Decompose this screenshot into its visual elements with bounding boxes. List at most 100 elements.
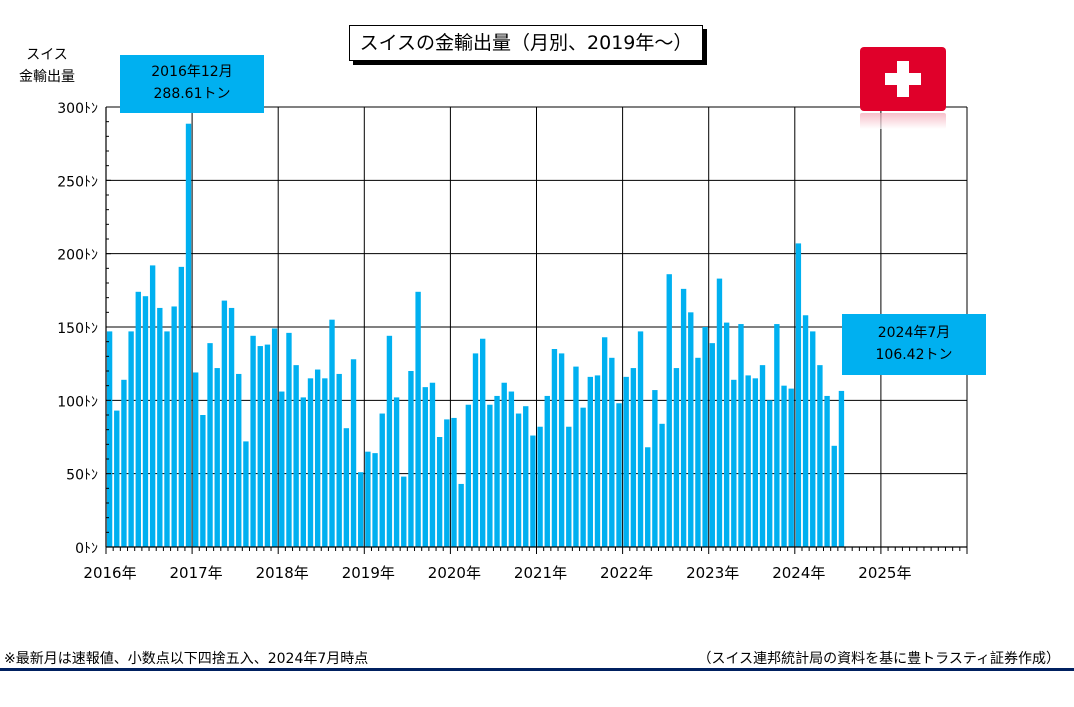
bar bbox=[810, 331, 816, 547]
bar bbox=[659, 423, 665, 547]
bar bbox=[824, 395, 830, 547]
y-tick-label: 300ﾄﾝ bbox=[57, 101, 98, 117]
bar bbox=[537, 426, 543, 547]
bar bbox=[738, 324, 744, 547]
bar bbox=[142, 296, 149, 547]
bar bbox=[594, 375, 601, 547]
bar bbox=[759, 365, 766, 547]
bar bbox=[379, 413, 385, 547]
bar bbox=[731, 379, 737, 547]
bar bbox=[544, 395, 550, 547]
bar bbox=[307, 378, 314, 547]
bar bbox=[580, 407, 586, 547]
y-axis-label: スイス 金輸出量 bbox=[8, 44, 86, 88]
footnote: ※最新月は速報値、小数点以下四捨五入、2024年7月時点 bbox=[4, 651, 369, 667]
bar bbox=[415, 291, 421, 547]
x-tick-label: 2018年 bbox=[256, 564, 309, 582]
bar bbox=[523, 406, 529, 547]
bar bbox=[358, 472, 364, 547]
bar bbox=[207, 343, 213, 547]
callout-peak-value: 288.61トン bbox=[153, 86, 231, 102]
bar bbox=[831, 445, 837, 547]
bar bbox=[673, 368, 680, 547]
bar bbox=[157, 307, 163, 547]
bar bbox=[465, 404, 472, 547]
bar bbox=[271, 328, 278, 547]
y-tick-label: 150ﾄﾝ bbox=[57, 321, 98, 337]
bar bbox=[236, 373, 242, 547]
chart-ticks: 0ﾄﾝ 50ﾄﾝ 100ﾄﾝ 150ﾄﾝ 200ﾄﾝ 250ﾄﾝ 300ﾄﾝ 2016年 201… bbox=[57, 101, 968, 582]
bar bbox=[106, 331, 113, 547]
bar bbox=[444, 419, 450, 547]
flag-reflection bbox=[860, 113, 946, 129]
bar bbox=[601, 337, 608, 547]
bar bbox=[193, 372, 199, 547]
bar bbox=[178, 266, 185, 547]
bar bbox=[329, 319, 335, 547]
bar bbox=[300, 397, 306, 547]
bar bbox=[472, 353, 479, 547]
y-axis-label-line-2: 金輸出量 bbox=[19, 69, 75, 85]
x-tick-label: 2025年 bbox=[858, 564, 911, 582]
bar bbox=[745, 375, 751, 547]
y-tick-label: 100ﾄﾝ bbox=[57, 394, 98, 410]
bar bbox=[752, 378, 759, 547]
bar bbox=[573, 366, 579, 547]
bar bbox=[221, 300, 228, 547]
bar bbox=[709, 343, 715, 547]
bar bbox=[264, 344, 271, 547]
bar bbox=[802, 315, 809, 547]
bar bbox=[767, 400, 773, 547]
y-tick-label: 50ﾄﾝ bbox=[66, 468, 98, 484]
x-tick-label: 2021年 bbox=[514, 564, 567, 582]
bar bbox=[250, 335, 256, 547]
bar bbox=[702, 327, 708, 547]
bar bbox=[286, 332, 292, 547]
bar bbox=[515, 413, 522, 547]
bar bbox=[487, 404, 493, 547]
callout-latest-date: 2024年7月 bbox=[877, 325, 951, 341]
bar bbox=[135, 291, 141, 547]
bar bbox=[185, 123, 192, 548]
y-tick-label: 200ﾄﾝ bbox=[57, 248, 98, 264]
x-tick-label: 2017年 bbox=[170, 564, 223, 582]
chart-grid bbox=[105, 106, 968, 548]
bar bbox=[817, 365, 823, 547]
bar bbox=[774, 324, 780, 547]
bar bbox=[164, 331, 170, 547]
bar bbox=[781, 385, 787, 547]
bar bbox=[458, 483, 464, 547]
bar bbox=[566, 426, 572, 547]
bar bbox=[350, 359, 357, 547]
bar bbox=[228, 307, 235, 547]
bar bbox=[795, 243, 802, 547]
bar bbox=[322, 378, 328, 547]
bar bbox=[214, 368, 220, 547]
bar bbox=[408, 371, 414, 547]
source-note: （スイス連邦統計局の資料を基に豊トラスティ証券作成） bbox=[697, 651, 1060, 667]
x-tick-label: 2016年 bbox=[83, 564, 136, 582]
bar bbox=[637, 331, 644, 547]
bar bbox=[436, 437, 443, 547]
bar bbox=[171, 306, 177, 547]
swiss-flag-icon bbox=[860, 47, 946, 111]
bottom-rule bbox=[0, 668, 1074, 671]
x-tick-label: 2022年 bbox=[600, 564, 653, 582]
callout-peak: 2016年12月 288.61トン bbox=[120, 55, 264, 113]
bar bbox=[372, 453, 378, 547]
callout-latest: 2024年7月 106.42トン bbox=[842, 314, 986, 375]
bar bbox=[587, 376, 593, 547]
x-tick-label: 2023年 bbox=[686, 564, 739, 582]
bar bbox=[716, 278, 723, 547]
bar bbox=[257, 346, 263, 547]
bar bbox=[508, 391, 515, 547]
bar bbox=[501, 382, 507, 547]
bar bbox=[788, 388, 794, 547]
bar bbox=[429, 382, 436, 547]
bar bbox=[838, 390, 845, 547]
bar bbox=[121, 379, 127, 547]
callout-latest-value: 106.42トン bbox=[875, 347, 953, 363]
bar bbox=[723, 322, 730, 547]
chart-bars bbox=[106, 123, 845, 548]
